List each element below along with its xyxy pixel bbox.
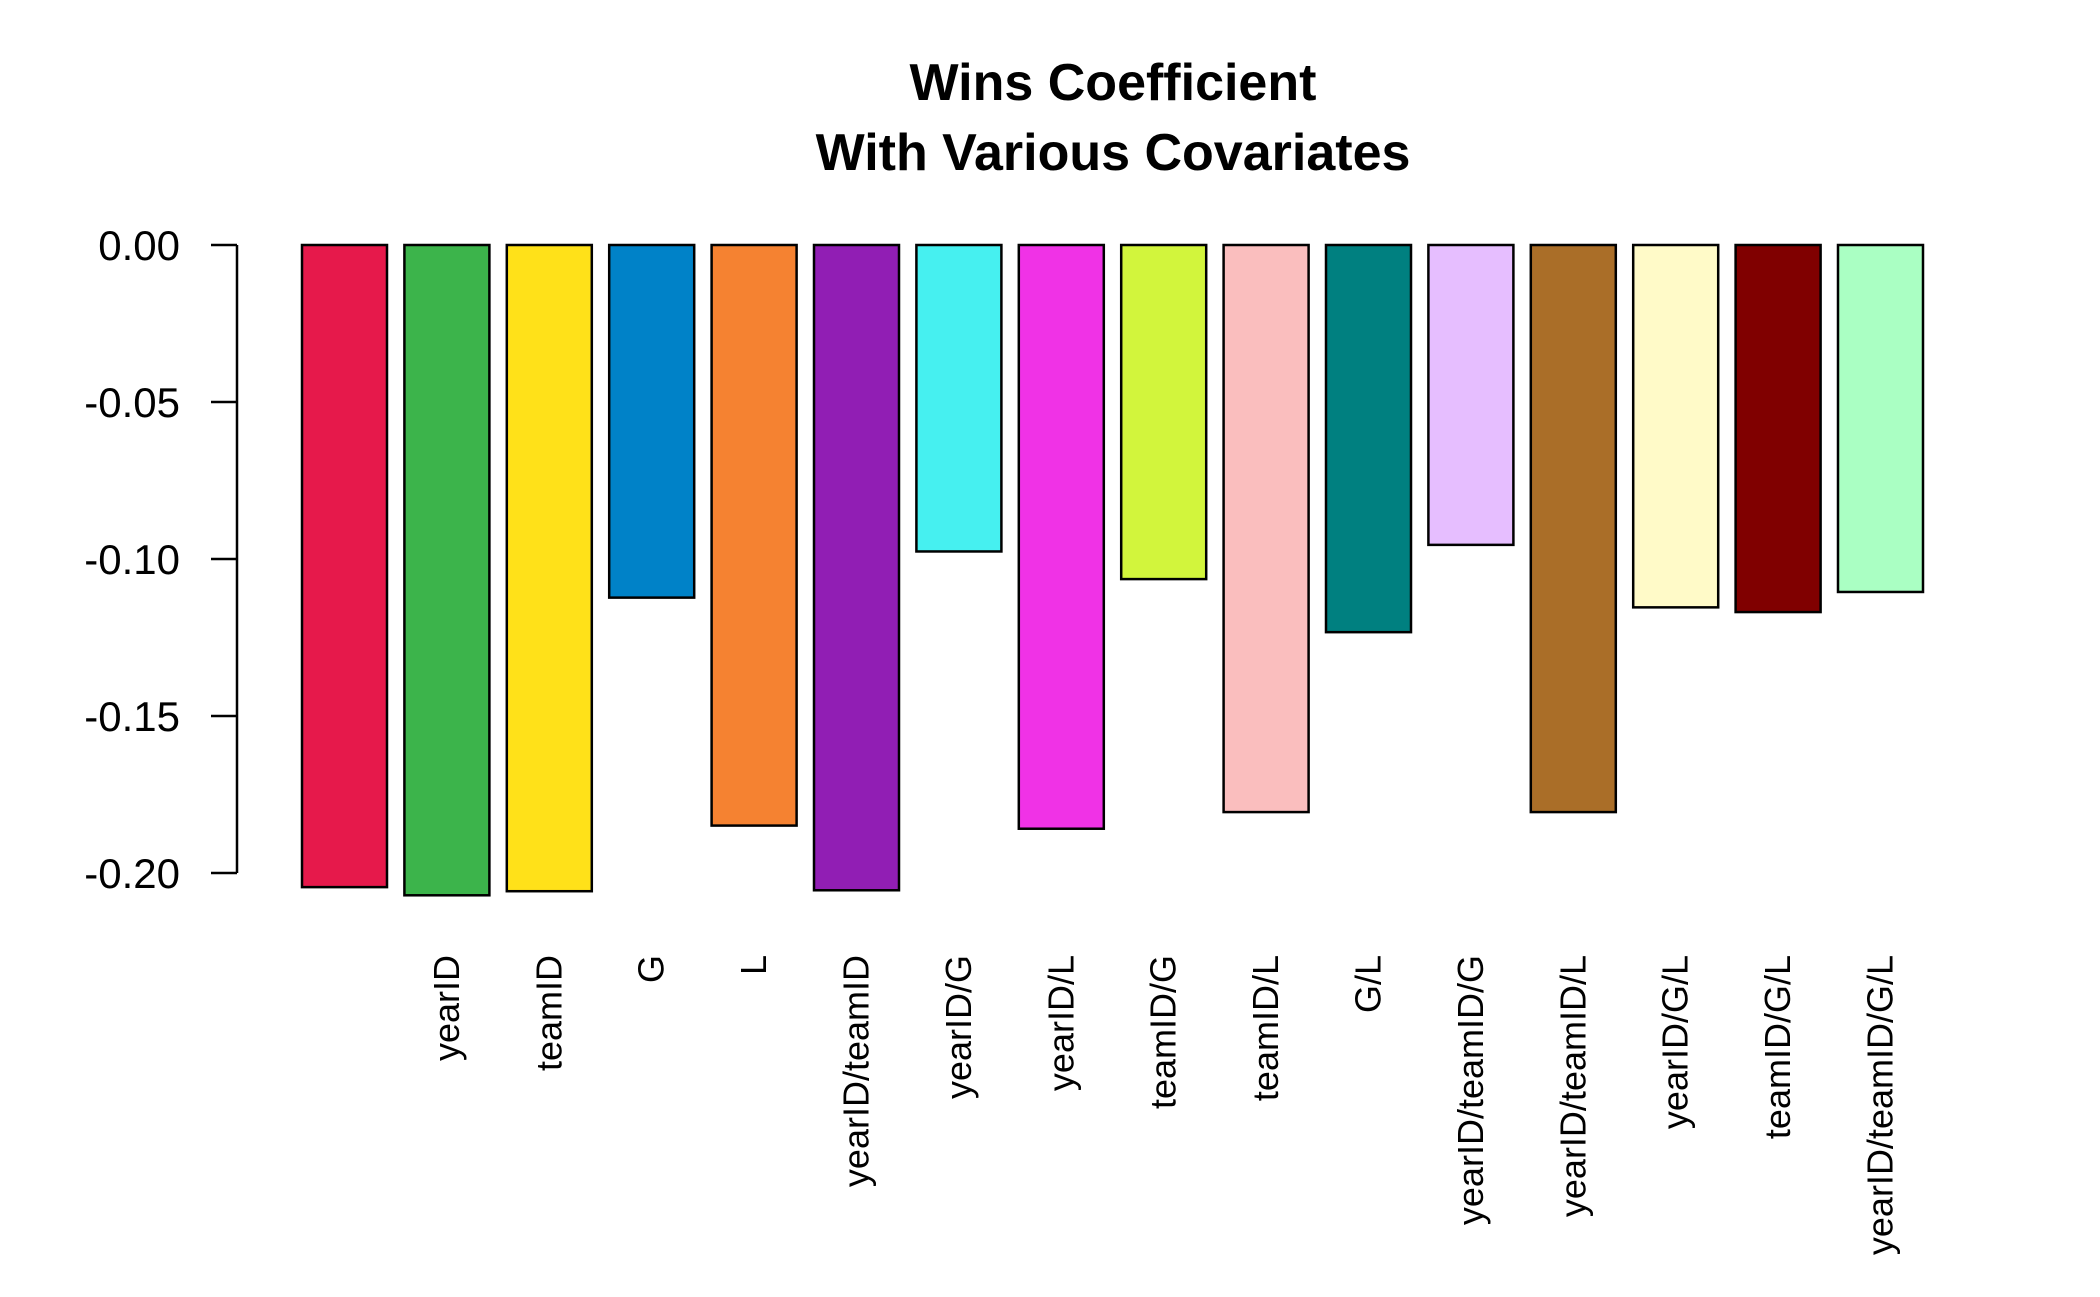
x-category-label: teamID [528, 955, 569, 1071]
y-tick-label: 0.00 [98, 222, 180, 269]
x-category-label: yearID/teamID/L [1552, 955, 1593, 1217]
x-category-label: yearID/L [1040, 955, 1081, 1091]
bar [1631, 243, 1720, 609]
x-category-label: yearID/teamID [836, 955, 877, 1187]
bar [915, 243, 1003, 553]
bars-group [300, 243, 1925, 897]
y-tick-label: -0.20 [84, 850, 180, 897]
y-tick-label: -0.15 [84, 693, 180, 740]
bar [403, 243, 491, 897]
bar [300, 243, 389, 889]
bar [1119, 243, 1208, 581]
x-category-label: G/L [1348, 955, 1389, 1013]
x-category-label: G [631, 955, 672, 983]
bar [505, 243, 594, 893]
chart-title-line-2: With Various Covariates [816, 124, 1411, 182]
chart-title-line-1: Wins Coefficient [910, 54, 1317, 112]
bar [1836, 243, 1925, 594]
x-category-label: yearID/teamID/G/L [1860, 955, 1901, 1255]
x-category-label: yearID/G/L [1655, 955, 1696, 1129]
y-tick-label: -0.05 [84, 379, 180, 426]
y-tick-label: -0.10 [84, 536, 180, 583]
bar [607, 243, 696, 599]
bar [710, 243, 798, 827]
x-category-label: yearID [426, 955, 467, 1061]
bar [1529, 243, 1618, 814]
bar [812, 243, 901, 892]
x-category-label: yearID/G [938, 955, 979, 1099]
y-axis: 0.00 -0.05 -0.10 -0.15 -0.20 [84, 222, 239, 897]
bar [1427, 243, 1515, 547]
bar [1734, 243, 1822, 614]
x-category-label: yearID/teamID/G [1450, 955, 1491, 1225]
bar [1324, 243, 1413, 634]
x-category-label: L [733, 955, 774, 975]
x-category-label: teamID/G [1143, 955, 1184, 1109]
x-category-label: teamID/L [1245, 955, 1286, 1101]
bar [1222, 243, 1310, 814]
x-category-label: teamID/G/L [1757, 955, 1798, 1139]
bar [1017, 243, 1106, 830]
